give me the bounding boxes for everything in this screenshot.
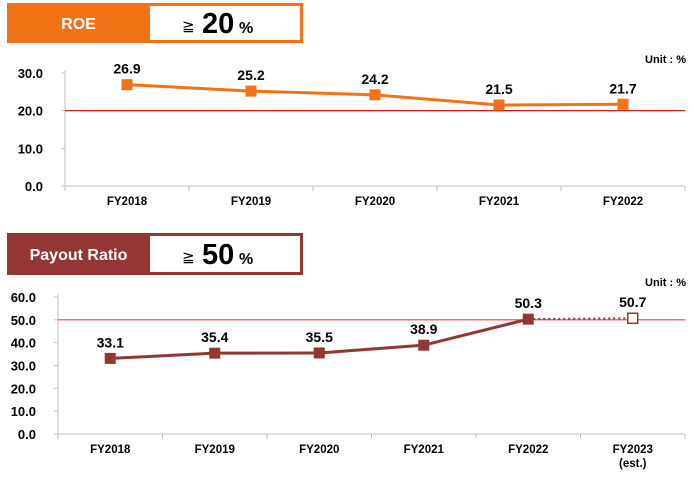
y-tick-label: 0.0 xyxy=(25,179,43,194)
x-tick-label: FY2019 xyxy=(195,444,235,456)
target-sign: ≧ xyxy=(182,18,195,35)
series-segment xyxy=(423,317,529,347)
x-tick-label: FY2020 xyxy=(299,444,339,456)
payout-chart: Payout Ratio ≧ 50 % Unit : % 0.0 10.0 20.0 30.0 4… xyxy=(7,233,686,470)
payout-header: Payout Ratio ≧ 50% xyxy=(7,233,303,275)
data-label: 50.7 xyxy=(619,294,646,310)
series-segment xyxy=(374,93,500,107)
target-value: 50 xyxy=(202,239,234,271)
data-point-marker xyxy=(313,347,325,359)
target-sign: ≧ xyxy=(182,249,195,266)
y-tick-label: 0.0 xyxy=(18,427,36,442)
y-tick-label: 20.0 xyxy=(18,104,43,119)
data-label: 26.9 xyxy=(113,61,140,77)
data-label: 25.2 xyxy=(237,67,264,83)
x-tick-label: FY2023 xyxy=(613,444,653,456)
data-point-marker xyxy=(121,79,133,91)
series-segment xyxy=(319,343,424,355)
target-box xyxy=(150,6,300,40)
target-unit: % xyxy=(239,251,253,268)
header-label: Payout Ratio xyxy=(30,247,128,264)
data-label: 50.3 xyxy=(515,295,542,311)
header-label: ROE xyxy=(61,16,96,33)
x-tick-label: FY2019 xyxy=(231,196,271,208)
x-tick-label: FY2022 xyxy=(603,196,643,208)
series-segment-estimate xyxy=(528,317,633,321)
data-label: 24.2 xyxy=(361,71,388,87)
roe-header: ROE ≧ 20% xyxy=(7,3,303,43)
x-tick-label: FY2021 xyxy=(479,196,520,208)
data-label: 21.5 xyxy=(485,81,512,97)
data-point-marker xyxy=(369,89,381,101)
x-tick-label: FY2018 xyxy=(90,444,131,456)
y-tick-label: 30.0 xyxy=(11,359,36,374)
target-value: 20 xyxy=(202,8,234,40)
target-box xyxy=(150,236,300,272)
y-tick-label: 30.0 xyxy=(18,66,43,81)
x-tick-label: FY2020 xyxy=(355,196,395,208)
y-tick-label: 10.0 xyxy=(11,404,36,419)
data-point-marker xyxy=(418,339,430,351)
y-tick-label: 40.0 xyxy=(11,336,36,351)
series-segment xyxy=(498,102,624,107)
data-label: 21.7 xyxy=(609,80,636,96)
data-point-marker xyxy=(627,312,639,324)
data-point-marker xyxy=(209,347,221,359)
unit-note: Unit : % xyxy=(645,54,686,66)
unit-note: Unit : % xyxy=(645,277,686,289)
target-unit: % xyxy=(239,20,253,37)
y-tick-label: 20.0 xyxy=(11,381,36,396)
y-tick-label: 60.0 xyxy=(11,290,36,305)
roe-chart: ROE ≧ 20 % Unit : % 0.0 10.0 20.0 30.0 26.9 FY2018… xyxy=(7,3,686,208)
series-segment xyxy=(126,83,252,93)
data-label: 35.5 xyxy=(306,329,333,345)
data-label: 33.1 xyxy=(97,334,124,350)
data-point-marker xyxy=(104,352,116,364)
data-point-marker xyxy=(245,85,257,97)
series-segment xyxy=(110,351,215,360)
data-point-marker xyxy=(617,98,629,110)
data-point-marker xyxy=(493,99,505,111)
x-tick-label: FY2022 xyxy=(508,444,548,456)
x-tick-sublabel: (est.) xyxy=(619,458,647,470)
series-segment xyxy=(250,89,376,97)
data-point-marker xyxy=(522,313,534,325)
data-label: 35.4 xyxy=(201,329,228,345)
x-tick-label: FY2021 xyxy=(404,444,445,456)
y-tick-label: 10.0 xyxy=(18,141,43,156)
data-label: 38.9 xyxy=(410,321,437,337)
x-tick-label: FY2018 xyxy=(107,196,148,208)
y-tick-label: 50.0 xyxy=(11,313,36,328)
